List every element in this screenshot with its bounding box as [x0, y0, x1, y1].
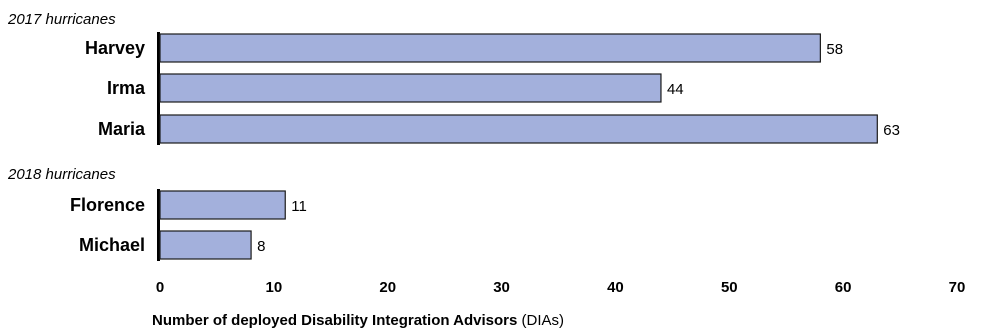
data-label: 11	[291, 198, 307, 215]
bar	[159, 114, 878, 144]
bar	[159, 33, 821, 63]
y-axis-line	[157, 189, 160, 261]
x-tick-label: 20	[379, 279, 396, 296]
x-tick-label: 60	[835, 279, 852, 296]
group-label: 2017 hurricanes	[7, 11, 116, 28]
x-axis-label: Number of deployed Disability Integratio…	[152, 312, 564, 329]
bar	[159, 73, 662, 103]
x-axis-label-bold: Number of deployed Disability Integratio…	[152, 312, 522, 329]
bar	[159, 230, 252, 260]
category-label: Michael	[79, 235, 145, 255]
x-tick-label: 70	[949, 279, 966, 296]
bar	[159, 190, 286, 220]
y-axis-line	[157, 32, 160, 145]
x-tick-label: 0	[156, 279, 164, 296]
category-label: Maria	[98, 119, 146, 139]
data-label: 63	[883, 122, 900, 139]
category-label: Irma	[107, 78, 146, 98]
category-label: Harvey	[85, 38, 145, 58]
x-tick-label: 30	[493, 279, 510, 296]
category-label: Florence	[70, 195, 145, 215]
data-label: 58	[826, 41, 843, 58]
x-tick-label: 50	[721, 279, 738, 296]
x-tick-label: 40	[607, 279, 624, 296]
x-axis-label-unit: (DIAs)	[522, 312, 565, 329]
x-tick-label: 10	[266, 279, 283, 296]
group-label: 2018 hurricanes	[7, 166, 116, 183]
data-label: 8	[257, 238, 265, 255]
data-label: 44	[667, 81, 684, 98]
